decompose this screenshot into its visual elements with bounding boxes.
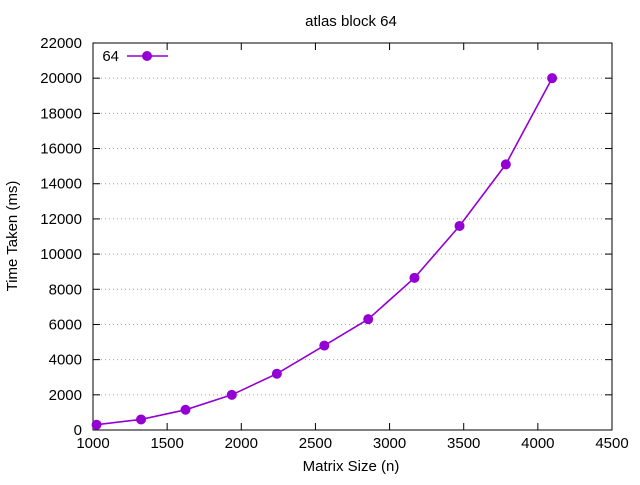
grid-lines xyxy=(93,77,612,396)
plot-frame xyxy=(92,42,613,431)
y-tick-label: 2000 xyxy=(49,387,82,404)
legend-swatch-marker xyxy=(142,51,152,61)
y-tick-label: 0 xyxy=(74,422,82,439)
data-point xyxy=(271,368,282,379)
y-tick-label: 22000 xyxy=(40,35,82,52)
series-layer xyxy=(91,73,558,430)
data-point xyxy=(226,389,237,400)
x-tick-label: 2000 xyxy=(225,435,258,452)
x-tick-label: 3500 xyxy=(447,435,480,452)
x-tick-label: 2500 xyxy=(299,435,332,452)
y-tick-label: 16000 xyxy=(40,141,82,158)
data-point xyxy=(454,220,465,231)
data-point xyxy=(136,414,147,425)
x-tick-label: 4000 xyxy=(521,435,554,452)
legend: 64 xyxy=(102,48,168,65)
y-tick-label: 20000 xyxy=(40,70,82,87)
y-tick-label: 12000 xyxy=(40,211,82,228)
x-axis: 1000 1500 2000 2500 3000 3500 4000 4500 xyxy=(76,43,629,452)
data-point xyxy=(180,404,191,415)
legend-label: 64 xyxy=(102,48,119,65)
y-tick-label: 10000 xyxy=(40,246,82,263)
data-point xyxy=(363,314,374,325)
x-axis-title: Matrix Size (n) xyxy=(303,458,400,475)
y-axis: 0 2000 4000 6000 8000 10000 12000 14000 16000 180… xyxy=(40,35,612,439)
data-point xyxy=(500,159,511,170)
y-axis-title: Time Taken (ms) xyxy=(4,181,21,292)
data-point xyxy=(547,73,558,84)
x-tick-label: 1500 xyxy=(150,435,183,452)
y-tick-label: 4000 xyxy=(49,352,82,369)
data-point xyxy=(319,340,330,351)
series-line xyxy=(96,77,553,426)
chart-title: atlas block 64 xyxy=(305,13,397,30)
y-tick-label: 18000 xyxy=(40,105,82,122)
y-tick-label: 6000 xyxy=(49,316,82,333)
data-point xyxy=(409,272,420,283)
y-tick-label: 8000 xyxy=(49,281,82,298)
x-tick-label: 4500 xyxy=(595,435,628,452)
y-tick-label: 14000 xyxy=(40,176,82,193)
x-tick-label: 1000 xyxy=(76,435,109,452)
x-tick-label: 3000 xyxy=(373,435,406,452)
data-point xyxy=(91,419,102,430)
